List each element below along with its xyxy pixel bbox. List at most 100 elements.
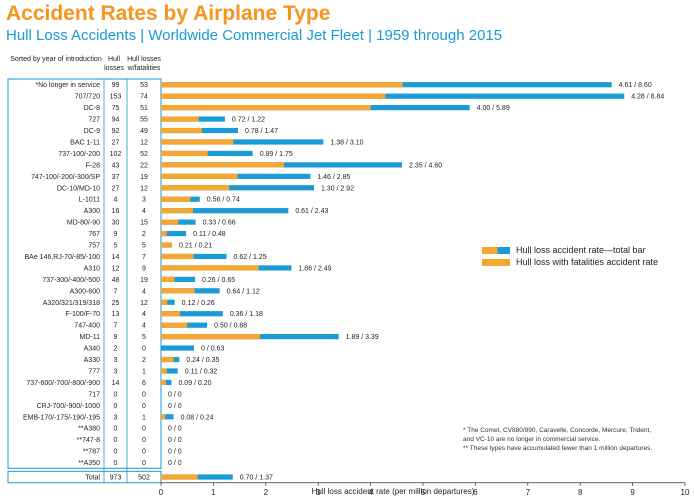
row-fatal-losses: 4: [142, 288, 146, 295]
data-label: 0.56 / 0.74: [207, 197, 240, 204]
fatal-rate-bar: [161, 116, 199, 122]
row-fatal-losses: 5: [142, 334, 146, 341]
data-label: 0.24 / 0.35: [186, 357, 219, 364]
data-label: 0.12 / 0.26: [182, 300, 215, 307]
fatal-rate-bar: [161, 265, 259, 271]
table-frame: [7, 78, 162, 469]
total-rate-bar: [161, 379, 172, 386]
row-type-label: F-28: [86, 162, 101, 169]
row-fatal-losses: 0: [142, 449, 146, 456]
row-hull-losses: 102: [110, 151, 122, 158]
data-label: 0 / 0: [168, 426, 182, 433]
row-fatal-losses: 0: [142, 437, 146, 444]
x-tick-label: 8: [578, 488, 583, 497]
row-type-label: 757: [88, 243, 100, 250]
chart-subtitle: Hull Loss Accidents | Worldwide Commerci…: [6, 27, 503, 44]
row-hull-losses: 9: [114, 231, 118, 238]
row-type-label: **747-8: [77, 437, 100, 444]
header-hull-losses-fatalities: Hull losses w/fatalities: [127, 56, 161, 72]
data-label: 0.11 / 0.48: [193, 231, 226, 238]
data-label: 0.26 / 0.65: [202, 277, 235, 284]
data-label: 4.00 / 5.89: [477, 105, 510, 112]
data-label: 0.33 / 0.66: [203, 220, 236, 227]
fatal-rate-bar: [161, 139, 234, 145]
x-tick-label: 0: [159, 488, 164, 497]
x-tick-label: 3: [316, 488, 321, 497]
footnote-3: ** These types have accumulated fewer th…: [463, 445, 653, 452]
legend-label-fatal: Hull loss with fatalities accident rate: [516, 257, 659, 267]
fatal-rate-bar: [161, 379, 166, 386]
data-label: 0 / 0.63: [201, 346, 224, 353]
data-label: 0.72 / 1.22: [232, 117, 265, 124]
total-rate-bar: [161, 208, 289, 214]
total-rate-bar: [161, 311, 223, 317]
row-type-label: 707/720: [75, 94, 100, 101]
x-tick-label: 1: [211, 488, 216, 497]
x-tick-label: 2: [264, 488, 269, 497]
fatal-rate-bar: [161, 368, 167, 374]
data-label: 0.21 / 0.21: [179, 243, 212, 250]
fatal-rate-bar: [161, 196, 191, 202]
row-type-label: 727: [88, 117, 100, 124]
row-hull-losses: 0: [114, 426, 118, 433]
x-tick-label: 5: [421, 488, 426, 497]
row-type-label: **787: [83, 449, 100, 456]
data-label: 1.86 / 2.49: [298, 265, 331, 272]
header-hull-losses: Hull losses: [104, 56, 124, 72]
fatal-rate-bar: [161, 334, 261, 340]
row-fatal-losses: 51: [140, 105, 148, 112]
row-hull-losses: 16: [112, 208, 120, 215]
total-rate-bar: [161, 185, 315, 191]
data-label: 0.62 / 1.25: [234, 254, 267, 261]
row-hull-losses: 2: [114, 346, 118, 353]
data-label: 0.78 / 1.47: [245, 128, 278, 135]
fatal-rate-bar: [161, 253, 194, 260]
x-tick-label: 7: [526, 488, 531, 497]
row-hull-losses: 43: [112, 162, 120, 169]
row-fatal-losses: 5: [142, 243, 146, 250]
row-hull-losses: 7: [114, 288, 118, 295]
row-type-label: 747-100/-200/-300/SP: [31, 174, 100, 181]
data-label: 0.09 / 0.20: [178, 380, 211, 387]
fatal-rate-bar: [161, 82, 403, 88]
fatal-rate-bar: [161, 242, 173, 248]
row-hull-losses: 3: [114, 357, 118, 364]
fatal-rate-bar: [161, 208, 193, 214]
data-label: 4.28 / 8.84: [631, 94, 664, 101]
data-label: 2.35 / 4.60: [409, 162, 442, 169]
row-hull-losses: 27: [112, 185, 120, 192]
row-type-label: A330: [84, 357, 100, 364]
row-type-label: MD-80/-90: [67, 220, 100, 227]
row-fatal-losses: 15: [140, 220, 148, 227]
fatal-rate-bar: [161, 219, 179, 225]
row-fatal-losses: 74: [140, 94, 148, 101]
row-type-label: A320/321/319/318: [43, 300, 100, 307]
data-label: 1.30 / 2.92: [321, 185, 354, 192]
row-hull-losses: 37: [112, 174, 120, 181]
row-fatal-losses: 3: [142, 197, 146, 204]
data-label: 0.11 / 0.32: [185, 368, 218, 375]
row-type-label: L-1011: [79, 197, 100, 204]
data-label: 0.89 / 1.75: [260, 151, 293, 158]
row-fatal-losses: 19: [140, 277, 148, 284]
total-row-type-label: Total: [85, 475, 100, 482]
row-hull-losses: 3: [114, 368, 118, 375]
row-hull-losses: 75: [112, 105, 120, 112]
legend-swatch-fatal: [482, 258, 510, 266]
total-row-fatal-losses: 502: [138, 475, 150, 482]
row-hull-losses: 27: [112, 139, 120, 146]
row-hull-losses: 3: [114, 414, 118, 421]
x-tick-label: 4: [368, 488, 373, 497]
fatal-rate-bar: [161, 105, 371, 111]
row-type-label: 737-100/-200: [58, 151, 100, 158]
row-hull-losses: 0: [114, 437, 118, 444]
row-hull-losses: 0: [114, 449, 118, 456]
row-type-label: DC-8: [84, 105, 100, 112]
legend-item-fatal: Hull loss with fatalities accident rate: [482, 256, 658, 268]
row-fatal-losses: 0: [142, 346, 146, 353]
row-fatal-losses: 12: [140, 185, 148, 192]
row-hull-losses: 153: [110, 94, 122, 101]
total-rate-bar: [161, 368, 178, 374]
data-label: 0.50 / 0.88: [214, 323, 247, 330]
